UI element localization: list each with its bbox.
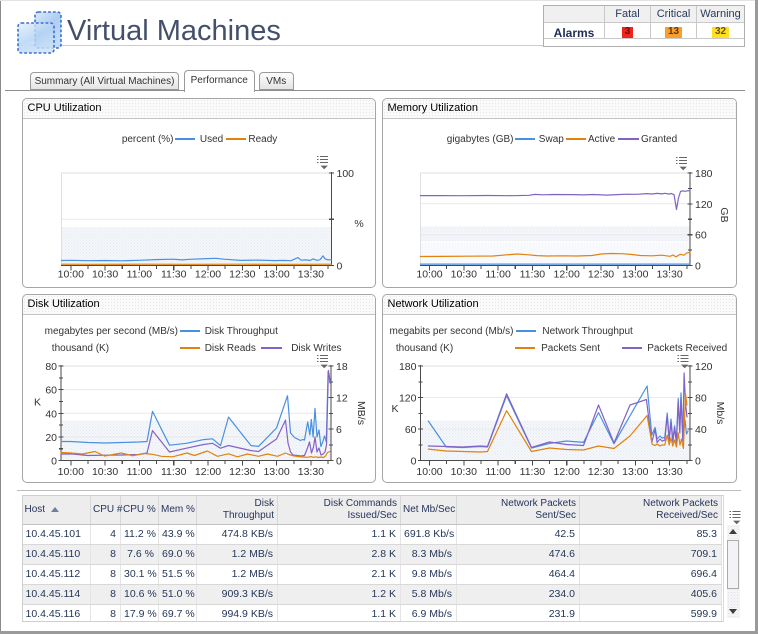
svg-text:12:30: 12:30 bbox=[587, 269, 613, 281]
svg-text:0: 0 bbox=[695, 456, 701, 468]
svg-text:60: 60 bbox=[45, 385, 57, 397]
svg-text:6: 6 bbox=[336, 424, 342, 436]
svg-text:11:00: 11:00 bbox=[485, 466, 511, 478]
svg-text:0: 0 bbox=[336, 261, 342, 273]
svg-text:K: K bbox=[33, 397, 40, 409]
svg-text:%: % bbox=[354, 218, 363, 230]
svg-text:0: 0 bbox=[51, 456, 57, 468]
svg-text:13:30: 13:30 bbox=[656, 466, 682, 478]
svg-text:120: 120 bbox=[695, 361, 713, 373]
svg-text:12:00: 12:00 bbox=[553, 466, 579, 478]
svg-text:120: 120 bbox=[398, 393, 416, 405]
svg-text:40: 40 bbox=[45, 408, 57, 420]
svg-text:80: 80 bbox=[695, 393, 707, 405]
svg-text:20: 20 bbox=[45, 432, 57, 444]
svg-text:GB: GB bbox=[718, 207, 730, 222]
svg-text:13:00: 13:00 bbox=[622, 466, 648, 478]
svg-text:11:00: 11:00 bbox=[126, 269, 152, 281]
svg-text:13:00: 13:00 bbox=[263, 269, 289, 281]
svg-text:10:30: 10:30 bbox=[91, 466, 117, 478]
svg-text:12:30: 12:30 bbox=[229, 269, 255, 281]
svg-text:10:00: 10:00 bbox=[57, 466, 83, 478]
svg-text:10:00: 10:00 bbox=[57, 269, 83, 281]
svg-text:K: K bbox=[391, 403, 398, 415]
svg-text:10:00: 10:00 bbox=[416, 269, 442, 281]
svg-text:10:30: 10:30 bbox=[450, 466, 476, 478]
svg-text:13:00: 13:00 bbox=[622, 269, 648, 281]
svg-text:13:30: 13:30 bbox=[297, 269, 323, 281]
svg-text:18: 18 bbox=[336, 361, 348, 373]
svg-text:12: 12 bbox=[336, 393, 348, 405]
svg-text:180: 180 bbox=[398, 361, 416, 373]
svg-text:12:00: 12:00 bbox=[194, 269, 220, 281]
svg-text:12:30: 12:30 bbox=[587, 466, 613, 478]
svg-text:10:00: 10:00 bbox=[416, 466, 442, 478]
svg-text:120: 120 bbox=[695, 199, 713, 211]
svg-text:12:00: 12:00 bbox=[553, 269, 579, 281]
svg-text:11:30: 11:30 bbox=[519, 269, 545, 281]
svg-text:12:30: 12:30 bbox=[229, 466, 255, 478]
svg-text:13:30: 13:30 bbox=[656, 269, 682, 281]
svg-text:80: 80 bbox=[45, 361, 57, 373]
svg-text:10:30: 10:30 bbox=[450, 269, 476, 281]
svg-text:0: 0 bbox=[695, 261, 701, 273]
svg-text:13:00: 13:00 bbox=[263, 466, 289, 478]
svg-text:100: 100 bbox=[336, 168, 354, 180]
svg-text:11:30: 11:30 bbox=[519, 466, 545, 478]
svg-text:12:00: 12:00 bbox=[194, 466, 220, 478]
svg-text:13:30: 13:30 bbox=[297, 466, 323, 478]
svg-text:60: 60 bbox=[404, 424, 416, 436]
svg-text:11:30: 11:30 bbox=[160, 269, 186, 281]
svg-text:0: 0 bbox=[336, 456, 342, 468]
svg-text:11:00: 11:00 bbox=[485, 269, 511, 281]
svg-text:40: 40 bbox=[695, 424, 707, 436]
svg-text:60: 60 bbox=[695, 230, 707, 242]
svg-text:11:30: 11:30 bbox=[160, 466, 186, 478]
svg-text:10:30: 10:30 bbox=[91, 269, 117, 281]
svg-text:0: 0 bbox=[410, 456, 416, 468]
svg-text:180: 180 bbox=[695, 168, 713, 180]
svg-text:11:00: 11:00 bbox=[126, 466, 152, 478]
svg-text:MB/s: MB/s bbox=[355, 401, 367, 425]
svg-text:Mb/s: Mb/s bbox=[714, 402, 726, 425]
